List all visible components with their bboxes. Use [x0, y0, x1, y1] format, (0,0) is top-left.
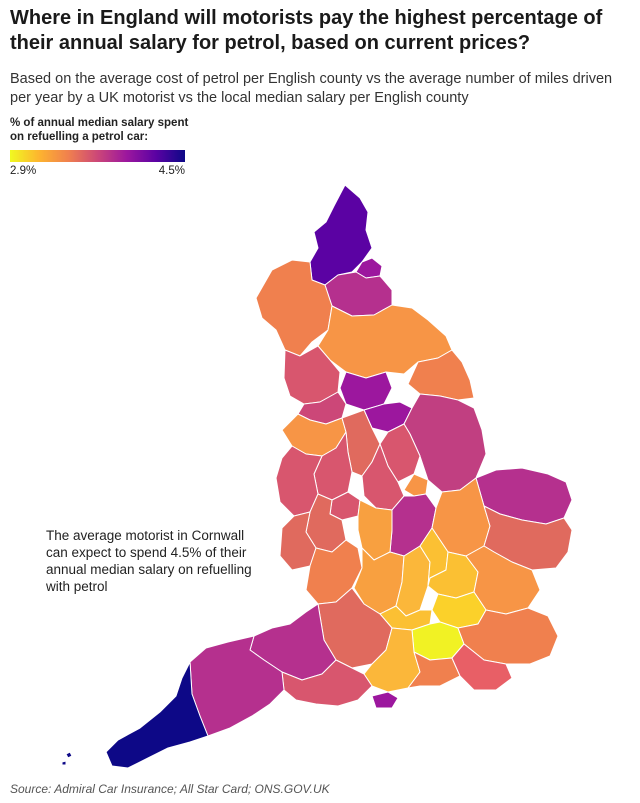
region-east-riding: [407, 349, 475, 401]
region-dorset: [281, 659, 373, 707]
source-credit: Source: Admiral Car Insurance; All Star …: [10, 782, 330, 796]
region-cumbria: [255, 259, 333, 357]
region-cornwall: [105, 661, 209, 769]
cornwall-annotation: The average motorist in Cornwall can exp…: [46, 528, 252, 594]
legend-title: % of annual median salary spent on refue…: [10, 117, 189, 143]
region-isle-of-wight: [371, 691, 399, 709]
legend-labels: 2.9% 4.5%: [10, 165, 185, 179]
legend-max-label: 4.5%: [158, 165, 185, 177]
region-east-sussex: [451, 643, 513, 691]
region-essex: [465, 545, 541, 615]
region-isles-of-scilly: [61, 751, 73, 766]
legend-gradient-bar: [10, 150, 185, 162]
region-warwickshire: [357, 499, 393, 561]
chart-title: Where in England will motorists pay the …: [10, 7, 603, 54]
region-west-sussex: [407, 651, 461, 689]
color-legend: % of annual median salary spent on refue…: [10, 116, 190, 179]
chart-subtitle: Based on the average cost of petrol per …: [10, 71, 613, 106]
legend-min-label: 2.9%: [10, 165, 37, 177]
